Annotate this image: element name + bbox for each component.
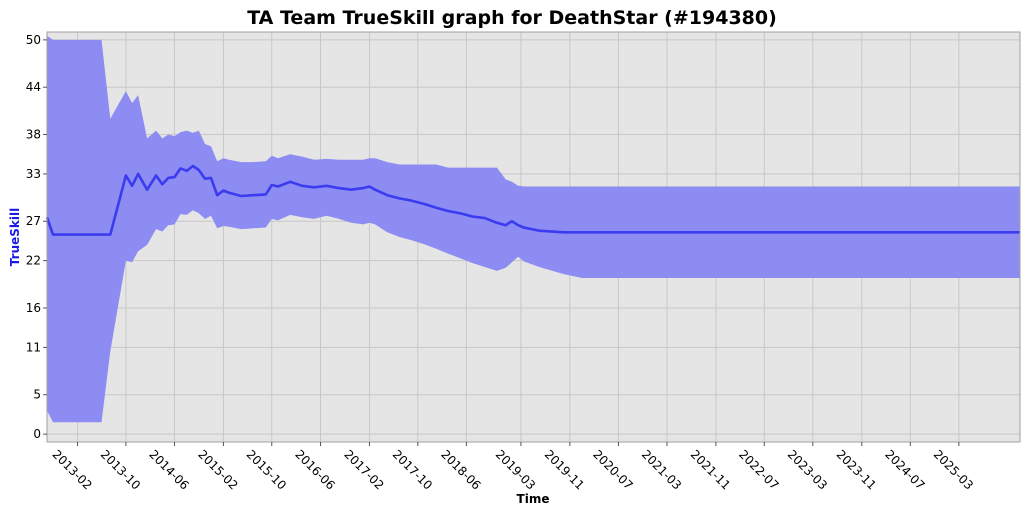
y-tick-label: 38 <box>26 128 41 142</box>
trueskill-mean-line <box>45 164 1020 236</box>
y-tick-label: 5 <box>33 388 41 402</box>
y-axis-ticks: 0 5 11 16 22 27 33 38 44 50 <box>26 33 47 441</box>
y-tick-label: 44 <box>26 80 41 94</box>
chart-title: TA Team TrueSkill graph for DeathStar (#… <box>247 7 777 29</box>
y-tick-label: 22 <box>26 254 41 268</box>
y-tick-label: 50 <box>26 33 41 47</box>
y-tick-label: 33 <box>26 167 41 181</box>
y-tick-label: 16 <box>26 301 41 315</box>
y-tick-label: 11 <box>26 340 41 354</box>
y-axis-label: TrueSkill <box>8 208 22 266</box>
y-tick-label: 27 <box>26 214 41 228</box>
plot-border <box>46 31 1021 443</box>
x-axis-label: Time <box>517 492 550 506</box>
y-tick-label: 0 <box>33 427 41 441</box>
